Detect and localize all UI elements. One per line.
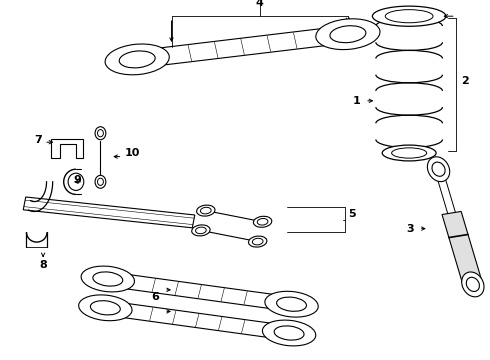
Ellipse shape [68,173,84,190]
Ellipse shape [466,277,479,292]
Ellipse shape [81,266,134,292]
Ellipse shape [432,162,445,176]
Ellipse shape [263,320,316,346]
Ellipse shape [248,236,267,247]
Ellipse shape [277,297,306,311]
Ellipse shape [274,326,304,340]
Ellipse shape [98,130,103,137]
Ellipse shape [252,238,263,245]
Ellipse shape [95,175,106,188]
Ellipse shape [98,178,103,185]
Ellipse shape [253,216,272,227]
Ellipse shape [330,26,366,43]
Text: 8: 8 [39,260,47,270]
Ellipse shape [105,44,169,75]
Text: 10: 10 [125,148,140,158]
Ellipse shape [382,145,436,161]
Ellipse shape [372,6,446,26]
Text: 2: 2 [461,76,468,86]
Ellipse shape [462,272,484,297]
Ellipse shape [95,127,106,140]
Ellipse shape [392,148,427,158]
Ellipse shape [200,207,211,214]
Ellipse shape [91,301,120,315]
Ellipse shape [257,219,268,225]
Text: 7: 7 [34,135,42,145]
Text: 6: 6 [151,292,159,302]
Ellipse shape [265,291,318,317]
Ellipse shape [119,51,155,68]
Polygon shape [135,26,350,68]
Text: 1: 1 [352,96,360,106]
Ellipse shape [196,205,215,216]
Polygon shape [442,211,483,286]
Ellipse shape [316,19,380,50]
Ellipse shape [93,272,122,286]
Ellipse shape [427,157,450,182]
Text: 5: 5 [348,209,356,219]
Text: 4: 4 [256,0,264,8]
Polygon shape [106,272,294,311]
Polygon shape [51,139,83,158]
Ellipse shape [196,227,206,234]
Text: 9: 9 [73,175,81,185]
Polygon shape [103,301,291,340]
Ellipse shape [385,10,433,23]
Polygon shape [23,197,195,228]
Text: 3: 3 [406,224,414,234]
Ellipse shape [192,225,210,236]
Ellipse shape [79,295,132,321]
